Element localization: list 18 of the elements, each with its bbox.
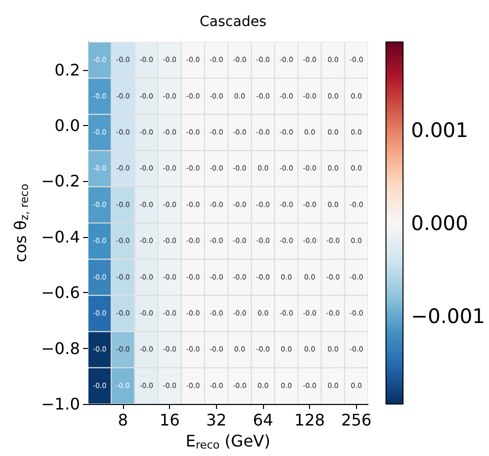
y-tick-label: −0.8 xyxy=(41,338,80,358)
x-tick-label: 64 xyxy=(252,410,274,430)
y-tick-label: −0.6 xyxy=(41,283,80,302)
x-tick-label: 32 xyxy=(206,410,227,430)
y-tick-label: −0.2 xyxy=(41,172,80,191)
x-tick-label: 8 xyxy=(118,410,128,430)
color-bar-label: 0.001 xyxy=(411,118,468,142)
x-tick-label: 256 xyxy=(341,410,372,430)
color-bar-label: −0.001 xyxy=(411,304,486,328)
y-axis-title: cos θz, reco xyxy=(11,184,32,262)
x-tick-label: 16 xyxy=(159,410,180,430)
x-tick-label: 128 xyxy=(294,410,325,430)
y-tick-label: −0.4 xyxy=(41,227,80,246)
y-tick-label: 0.2 xyxy=(54,60,80,80)
color-bar-label: 0.000 xyxy=(411,211,468,235)
y-tick-label: 0.0 xyxy=(54,116,80,136)
chart-title: Cascades xyxy=(200,14,266,30)
y-tick-label: −1.0 xyxy=(41,394,80,414)
